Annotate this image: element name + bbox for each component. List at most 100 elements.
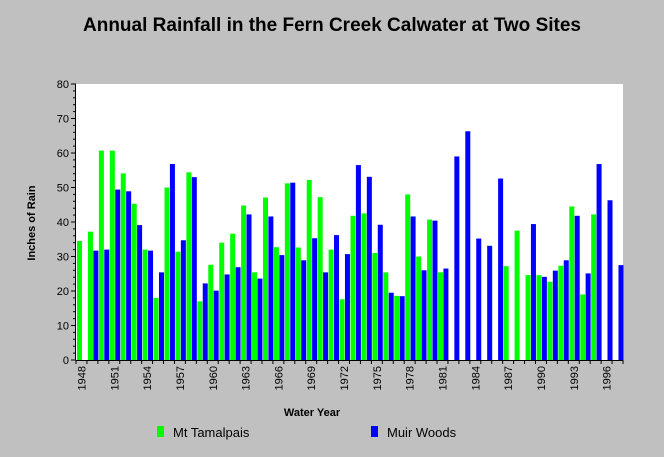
bar-mt-tamalpais-1965 — [262, 197, 268, 360]
bar-muir-woods-1991 — [552, 270, 558, 360]
bar-mt-tamalpais-1964 — [252, 272, 258, 360]
x-tick-label-1969: 1969 — [306, 366, 318, 390]
bar-mt-tamalpais-1962 — [230, 233, 236, 360]
x-tick-label-1951: 1951 — [109, 366, 121, 390]
bar-muir-woods-1965 — [268, 216, 274, 360]
bar-mt-tamalpais-1981 — [438, 272, 444, 360]
bar-mt-tamalpais-1992 — [558, 265, 564, 360]
bar-mt-tamalpais-1956 — [164, 187, 170, 360]
x-tick-label-1954: 1954 — [142, 366, 154, 390]
bar-mt-tamalpais-1993 — [569, 206, 575, 360]
bar-muir-woods-1980 — [432, 220, 438, 360]
bar-muir-woods-1983 — [465, 131, 471, 360]
bar-mt-tamalpais-1957 — [175, 251, 181, 360]
y-axis: 0 10 20 30 40 50 60 70 80 — [57, 79, 76, 367]
bar-mt-tamalpais-1994 — [580, 294, 586, 360]
bar-muir-woods-1994 — [585, 273, 591, 360]
bar-mt-tamalpais-1951 — [109, 150, 115, 360]
bar-mt-tamalpais-1976 — [383, 272, 389, 360]
bar-muir-woods-1990 — [541, 276, 547, 360]
y-tick-label-60: 60 — [57, 148, 69, 160]
bar-muir-woods-1969 — [312, 238, 318, 360]
bar-mt-tamalpais-1974 — [361, 213, 367, 361]
x-tick-label-1972: 1972 — [339, 366, 351, 390]
y-axis-title: Inches of Rain — [26, 185, 38, 260]
bar-muir-woods-1958 — [191, 177, 197, 360]
bar-mt-tamalpais-1961 — [219, 242, 225, 360]
bar-mt-tamalpais-1973 — [350, 215, 356, 360]
bar-muir-woods-1971 — [334, 235, 340, 360]
legend-label-muir-woods: Muir Woods — [387, 425, 457, 440]
x-axis-title: Water Year — [284, 407, 341, 419]
bar-muir-woods-1997 — [618, 265, 624, 361]
bar-mt-tamalpais-1959 — [197, 301, 203, 360]
bar-muir-woods-1949 — [93, 250, 99, 360]
bar-muir-woods-1957 — [180, 240, 186, 360]
x-tick-label-1975: 1975 — [372, 366, 384, 390]
bar-mt-tamalpais-1972 — [339, 299, 345, 360]
bar-muir-woods-1964 — [257, 278, 263, 360]
x-tick-label-1984: 1984 — [470, 366, 482, 390]
bar-muir-woods-1951 — [115, 189, 121, 360]
x-tick-label-1981: 1981 — [438, 366, 450, 390]
bar-mt-tamalpais-1960 — [208, 264, 214, 360]
y-tick-label-0: 0 — [63, 355, 69, 367]
bar-muir-woods-1978 — [410, 216, 416, 360]
bar-muir-woods-1960 — [213, 290, 219, 360]
y-tick-label-20: 20 — [57, 286, 69, 298]
bar-muir-woods-1974 — [366, 176, 372, 360]
bar-muir-woods-1963 — [246, 214, 252, 360]
bar-muir-woods-1967 — [290, 182, 296, 360]
bar-muir-woods-1966 — [279, 255, 285, 360]
bar-muir-woods-1955 — [158, 272, 164, 360]
x-tick-label-1978: 1978 — [405, 366, 417, 390]
bar-mt-tamalpais-1978 — [405, 194, 411, 360]
bar-mt-tamalpais-1955 — [153, 297, 159, 360]
bar-muir-woods-1961 — [224, 274, 230, 360]
x-tick-label-1966: 1966 — [273, 366, 285, 390]
bar-mt-tamalpais-1995 — [591, 214, 597, 360]
bar-mt-tamalpais-1969 — [306, 179, 312, 360]
bar-muir-woods-1977 — [399, 296, 405, 360]
bar-muir-woods-1975 — [377, 224, 383, 360]
x-tick-label-1987: 1987 — [503, 366, 515, 390]
legend-swatch-muir-woods — [371, 426, 378, 437]
bar-muir-woods-1970 — [323, 272, 329, 360]
x-tick-label-1993: 1993 — [569, 366, 581, 390]
bar-muir-woods-1973 — [355, 165, 361, 360]
bar-mt-tamalpais-1979 — [416, 256, 422, 360]
bar-muir-woods-1953 — [137, 225, 143, 360]
y-tick-label-40: 40 — [57, 217, 69, 229]
bar-muir-woods-1952 — [126, 191, 132, 360]
bar-muir-woods-1976 — [388, 292, 394, 360]
bar-mt-tamalpais-1970 — [317, 197, 323, 360]
y-tick-label-10: 10 — [57, 321, 69, 333]
legend-swatch-mt-tamalpais — [157, 426, 164, 437]
chart-title: Annual Rainfall in the Fern Creek Calwat… — [83, 15, 581, 36]
bar-muir-woods-1972 — [344, 254, 350, 360]
bar-mt-tamalpais-1966 — [273, 247, 279, 360]
x-axis: 1948 1951 1954 1957 1960 1963 1966 1969 1972 1975… — [75, 360, 624, 390]
bar-muir-woods-1968 — [301, 260, 307, 360]
bar-muir-woods-1979 — [421, 270, 427, 360]
bar-mt-tamalpais-1953 — [131, 203, 137, 360]
bar-mt-tamalpais-1958 — [186, 172, 192, 360]
y-tick-label-50: 50 — [57, 183, 69, 195]
y-tick-label-80: 80 — [57, 79, 69, 91]
legend: Mt Tamalpais Muir Woods — [157, 425, 457, 440]
bar-muir-woods-1981 — [443, 268, 449, 360]
bar-mt-tamalpais-1971 — [328, 249, 334, 360]
bar-muir-woods-1956 — [169, 164, 175, 360]
bar-muir-woods-1950 — [104, 249, 110, 360]
x-tick-label-1948: 1948 — [77, 366, 89, 390]
bar-muir-woods-1954 — [148, 250, 154, 360]
x-tick-label-1963: 1963 — [241, 366, 253, 390]
x-tick-label-1996: 1996 — [602, 366, 614, 390]
x-tick-label-1957: 1957 — [175, 366, 187, 390]
bar-mt-tamalpais-1952 — [120, 173, 126, 360]
bar-muir-woods-1962 — [235, 267, 241, 360]
bar-mt-tamalpais-1990 — [536, 275, 542, 360]
bar-mt-tamalpais-1977 — [394, 295, 400, 360]
bar-muir-woods-1996 — [607, 200, 613, 360]
